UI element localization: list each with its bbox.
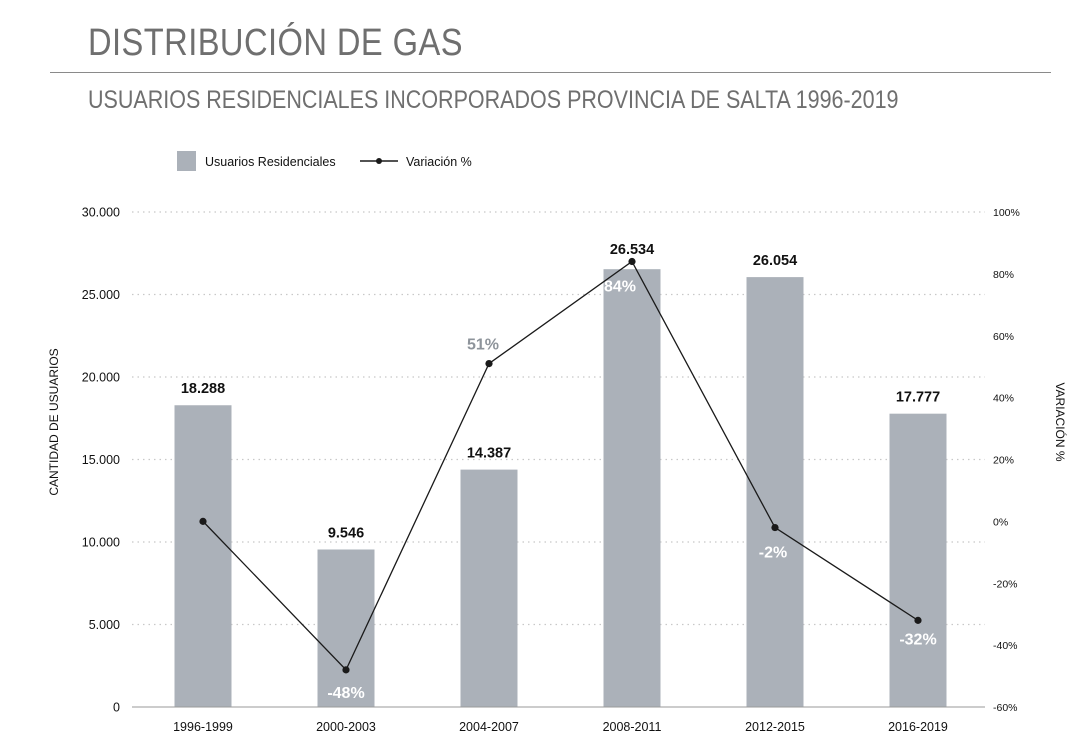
legend-label-bars: Usuarios Residenciales	[205, 155, 336, 169]
y2-tick-label: 20%	[993, 455, 1014, 467]
y2-tick-label: 40%	[993, 393, 1014, 405]
legend: Usuarios Residenciales Variación %	[177, 151, 472, 171]
x-tick-label: 2004-2007	[459, 720, 519, 734]
variation-label: -48%	[327, 685, 364, 702]
variation-label: -32%	[899, 631, 936, 648]
y2-tick-label: -60%	[993, 702, 1018, 714]
y-tick-label: 5.000	[89, 618, 120, 632]
grid-lines	[132, 211, 985, 626]
line-point	[771, 523, 779, 532]
bar	[174, 405, 232, 707]
bar	[460, 469, 518, 707]
y-tick-label: 15.000	[82, 453, 120, 467]
y2-tick-label: 0%	[993, 516, 1008, 528]
bar-value-label: 26.534	[610, 242, 654, 258]
y-tick-label: 25.000	[82, 288, 120, 302]
y2-tick-label: 80%	[993, 269, 1014, 281]
legend-swatch-marker	[376, 158, 382, 164]
bar-value-label: 18.288	[181, 381, 225, 397]
legend-swatch-bars	[177, 151, 196, 171]
page-subtitle: USUARIOS RESIDENCIALES INCORPORADOS PROV…	[88, 86, 899, 114]
x-tick-label: 2012-2015	[745, 720, 805, 734]
bar-value-label: 17.777	[896, 390, 940, 406]
y-axis-label: CANTIDAD DE USUARIOS	[47, 348, 61, 495]
y2-axis-label: VARIACIÓN %	[1053, 382, 1068, 461]
y2-tick-label: 100%	[993, 207, 1020, 219]
line-point	[914, 616, 922, 624]
x-tick-label: 1996-1999	[173, 720, 233, 734]
title-divider	[50, 72, 1051, 73]
y2-tick-label: 60%	[993, 331, 1014, 343]
x-tick-label: 2016-2019	[888, 720, 948, 734]
bar	[889, 413, 947, 707]
bar-value-label: 14.387	[467, 446, 511, 462]
axes: 0 5.000 10.000 15.000 20.000 25.000 30.000 -60%…	[82, 206, 1020, 735]
variation-label: 84%	[604, 279, 636, 296]
line-point	[342, 666, 350, 674]
line-point	[485, 359, 493, 368]
variation-label: 51%	[467, 337, 499, 354]
variation-line	[202, 260, 919, 672]
y-tick-label: 20.000	[82, 371, 120, 385]
bar-value-label: 26.054	[753, 253, 797, 269]
page-title: DISTRIBUCIÓN DE GAS	[88, 22, 463, 64]
x-tick-label: 2000-2003	[316, 720, 376, 734]
y2-tick-label: -20%	[993, 578, 1018, 590]
x-tick-label: 2008-2011	[603, 720, 662, 734]
y-tick-label: 30.000	[82, 206, 120, 220]
variation-label: -2%	[759, 545, 787, 562]
line-point	[199, 517, 207, 525]
legend-label-line: Variación %	[406, 155, 472, 169]
y-tick-label: 10.000	[82, 536, 120, 550]
y-tick-label: 0	[113, 701, 120, 715]
bar	[746, 277, 804, 707]
y2-tick-label: -40%	[993, 640, 1018, 652]
bar	[603, 269, 661, 707]
line-series: -48% 51% 84% -2% -32%	[199, 257, 937, 702]
line-point	[628, 257, 636, 266]
bar-value-label: 9.546	[328, 525, 364, 541]
